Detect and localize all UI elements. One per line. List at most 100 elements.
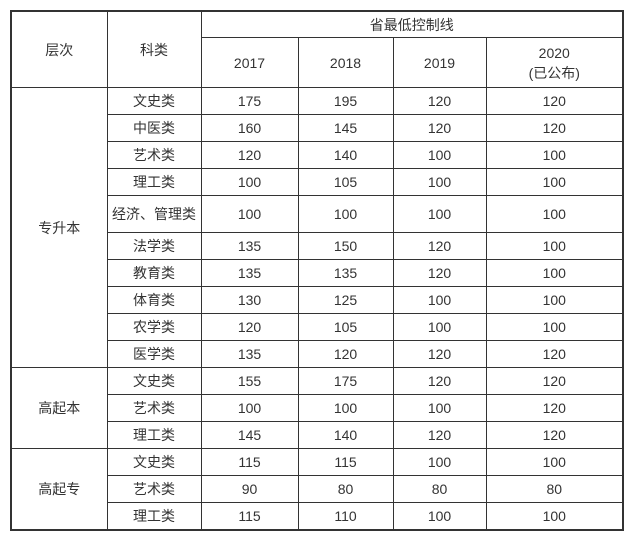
value-cell: 100 [392, 168, 487, 196]
value-cell: 100 [392, 313, 487, 341]
table-body: 专升本 文史类 175 195 120 120 中医类 160 145 120 120 艺术类 120 1… [10, 87, 624, 531]
value-cell: 100 [392, 141, 487, 169]
value-cell: 145 [200, 421, 299, 449]
column-header-control-line: 省最低控制线 [200, 10, 624, 38]
table-row: 理工类 145 140 120 120 [11, 421, 624, 449]
column-header-level: 层次 [10, 10, 108, 88]
value-cell: 100 [485, 168, 624, 196]
table-row: 理工类 100 105 100 100 [11, 168, 624, 196]
value-cell: 100 [392, 286, 487, 314]
value-cell: 100 [200, 394, 299, 422]
column-header-category: 科类 [106, 10, 202, 88]
year-2020-note: (已公布) [528, 64, 580, 81]
category-cell: 理工类 [106, 168, 202, 196]
value-cell: 125 [297, 286, 394, 314]
value-cell: 195 [297, 87, 394, 115]
table-row: 法学类 135 150 120 100 [11, 232, 624, 260]
value-cell: 115 [200, 502, 299, 531]
column-header-2020: 2020 (已公布) [485, 37, 624, 88]
table-row: 艺术类 100 100 100 120 [11, 394, 624, 422]
value-cell: 120 [392, 367, 487, 395]
value-cell: 100 [485, 502, 624, 531]
category-cell: 文史类 [106, 87, 202, 115]
value-cell: 110 [297, 502, 394, 531]
column-header-2019: 2019 [392, 37, 487, 88]
category-cell: 理工类 [106, 421, 202, 449]
table-row: 高起专 文史类 115 115 100 100 [10, 448, 624, 531]
value-cell: 135 [200, 259, 299, 287]
value-cell: 135 [297, 259, 394, 287]
value-cell: 90 [200, 475, 299, 503]
value-cell: 80 [392, 475, 487, 503]
level-cell: 专升本 [10, 87, 108, 368]
value-cell: 100 [485, 259, 624, 287]
column-header-2018: 2018 [297, 37, 394, 88]
value-cell: 100 [392, 448, 487, 476]
value-cell: 100 [485, 195, 624, 233]
value-cell: 80 [297, 475, 394, 503]
value-cell: 120 [485, 394, 624, 422]
value-cell: 120 [392, 421, 487, 449]
category-cell: 教育类 [106, 259, 202, 287]
value-cell: 100 [297, 195, 394, 233]
value-cell: 120 [392, 114, 487, 142]
value-cell: 100 [392, 502, 487, 531]
table-row: 教育类 135 135 120 100 [11, 259, 624, 287]
value-cell: 135 [200, 340, 299, 368]
category-cell: 体育类 [106, 286, 202, 314]
value-cell: 120 [485, 421, 624, 449]
category-cell: 艺术类 [106, 394, 202, 422]
value-cell: 175 [297, 367, 394, 395]
category-cell: 艺术类 [106, 475, 202, 503]
value-cell: 145 [297, 114, 394, 142]
table-row: 体育类 130 125 100 100 [11, 286, 624, 314]
column-header-2017: 2017 [200, 37, 299, 88]
value-cell: 120 [392, 259, 487, 287]
level-cell: 高起专 [10, 448, 108, 531]
value-cell: 100 [297, 394, 394, 422]
value-cell: 120 [485, 87, 624, 115]
header-row-top: 层次 科类 省最低控制线 [10, 10, 624, 88]
value-cell: 80 [485, 475, 624, 503]
value-cell: 100 [392, 394, 487, 422]
value-cell: 105 [297, 313, 394, 341]
table-header: 层次 科类 省最低控制线 2017 2018 2019 2020 (已公布) [10, 10, 624, 88]
table-row: 医学类 135 120 120 120 [11, 340, 624, 368]
table-row: 理工类 115 110 100 100 [11, 502, 624, 531]
category-cell: 文史类 [106, 448, 202, 476]
table-row: 专升本 文史类 175 195 120 120 [10, 87, 624, 368]
value-cell: 100 [485, 141, 624, 169]
value-cell: 100 [485, 232, 624, 260]
category-cell: 理工类 [106, 502, 202, 531]
value-cell: 150 [297, 232, 394, 260]
value-cell: 140 [297, 421, 394, 449]
value-cell: 120 [392, 232, 487, 260]
value-cell: 120 [485, 114, 624, 142]
category-cell: 文史类 [106, 367, 202, 395]
category-cell: 艺术类 [106, 141, 202, 169]
value-cell: 100 [200, 168, 299, 196]
value-cell: 120 [392, 340, 487, 368]
value-cell: 120 [485, 367, 624, 395]
value-cell: 120 [392, 87, 487, 115]
value-cell: 135 [200, 232, 299, 260]
value-cell: 100 [392, 195, 487, 233]
table-row: 高起本 文史类 155 175 120 120 [10, 367, 624, 449]
value-cell: 130 [200, 286, 299, 314]
value-cell: 175 [200, 87, 299, 115]
table-row: 经济、管理类 100 100 100 100 [11, 195, 624, 233]
value-cell: 105 [297, 168, 394, 196]
value-cell: 100 [485, 448, 624, 476]
value-cell: 140 [297, 141, 394, 169]
category-cell: 中医类 [106, 114, 202, 142]
header-row-years: 2017 2018 2019 2020 (已公布) [11, 37, 624, 88]
table-row: 艺术类 90 80 80 80 [11, 475, 624, 503]
score-table: 层次 科类 省最低控制线 2017 2018 2019 2020 (已公布) 专… [10, 10, 624, 531]
value-cell: 120 [485, 340, 624, 368]
value-cell: 120 [297, 340, 394, 368]
category-cell: 经济、管理类 [106, 195, 202, 233]
value-cell: 160 [200, 114, 299, 142]
value-cell: 120 [200, 313, 299, 341]
value-cell: 115 [297, 448, 394, 476]
